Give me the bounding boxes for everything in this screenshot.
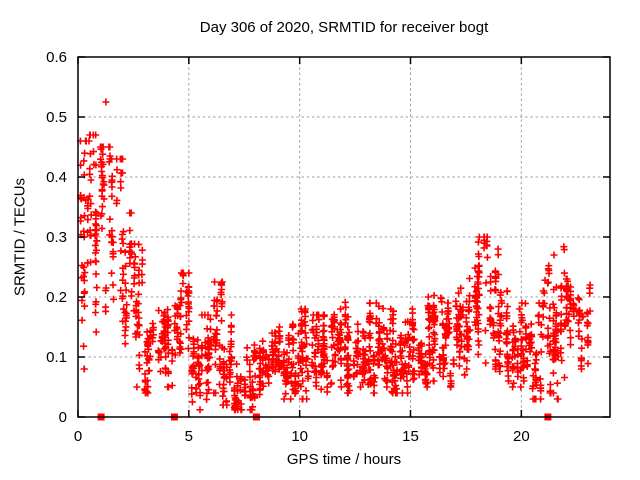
x-tick-labels: 0 5 10 15 20: [74, 428, 530, 445]
chart-title: Day 306 of 2020, SRMTID for receiver bog…: [199, 19, 489, 36]
svg-text:20: 20: [513, 428, 530, 445]
svg-text:0.6: 0.6: [46, 49, 67, 66]
svg-text:0.2: 0.2: [46, 289, 67, 306]
svg-text:0: 0: [59, 409, 67, 426]
svg-text:0.1: 0.1: [46, 349, 67, 366]
svg-text:0.4: 0.4: [46, 169, 67, 186]
svg-text:0: 0: [74, 428, 82, 445]
axis-ticks: [77, 56, 610, 418]
y-tick-labels: 0 0.1 0.2 0.3 0.4 0.5 0.6: [46, 49, 67, 426]
svg-text:15: 15: [402, 428, 419, 445]
scatter-points: [76, 98, 594, 414]
svg-text:0.3: 0.3: [46, 229, 67, 246]
svg-text:5: 5: [185, 428, 193, 445]
svg-text:10: 10: [291, 428, 308, 445]
x-axis-label: GPS time / hours: [286, 451, 402, 468]
svg-text:0.5: 0.5: [46, 109, 67, 126]
